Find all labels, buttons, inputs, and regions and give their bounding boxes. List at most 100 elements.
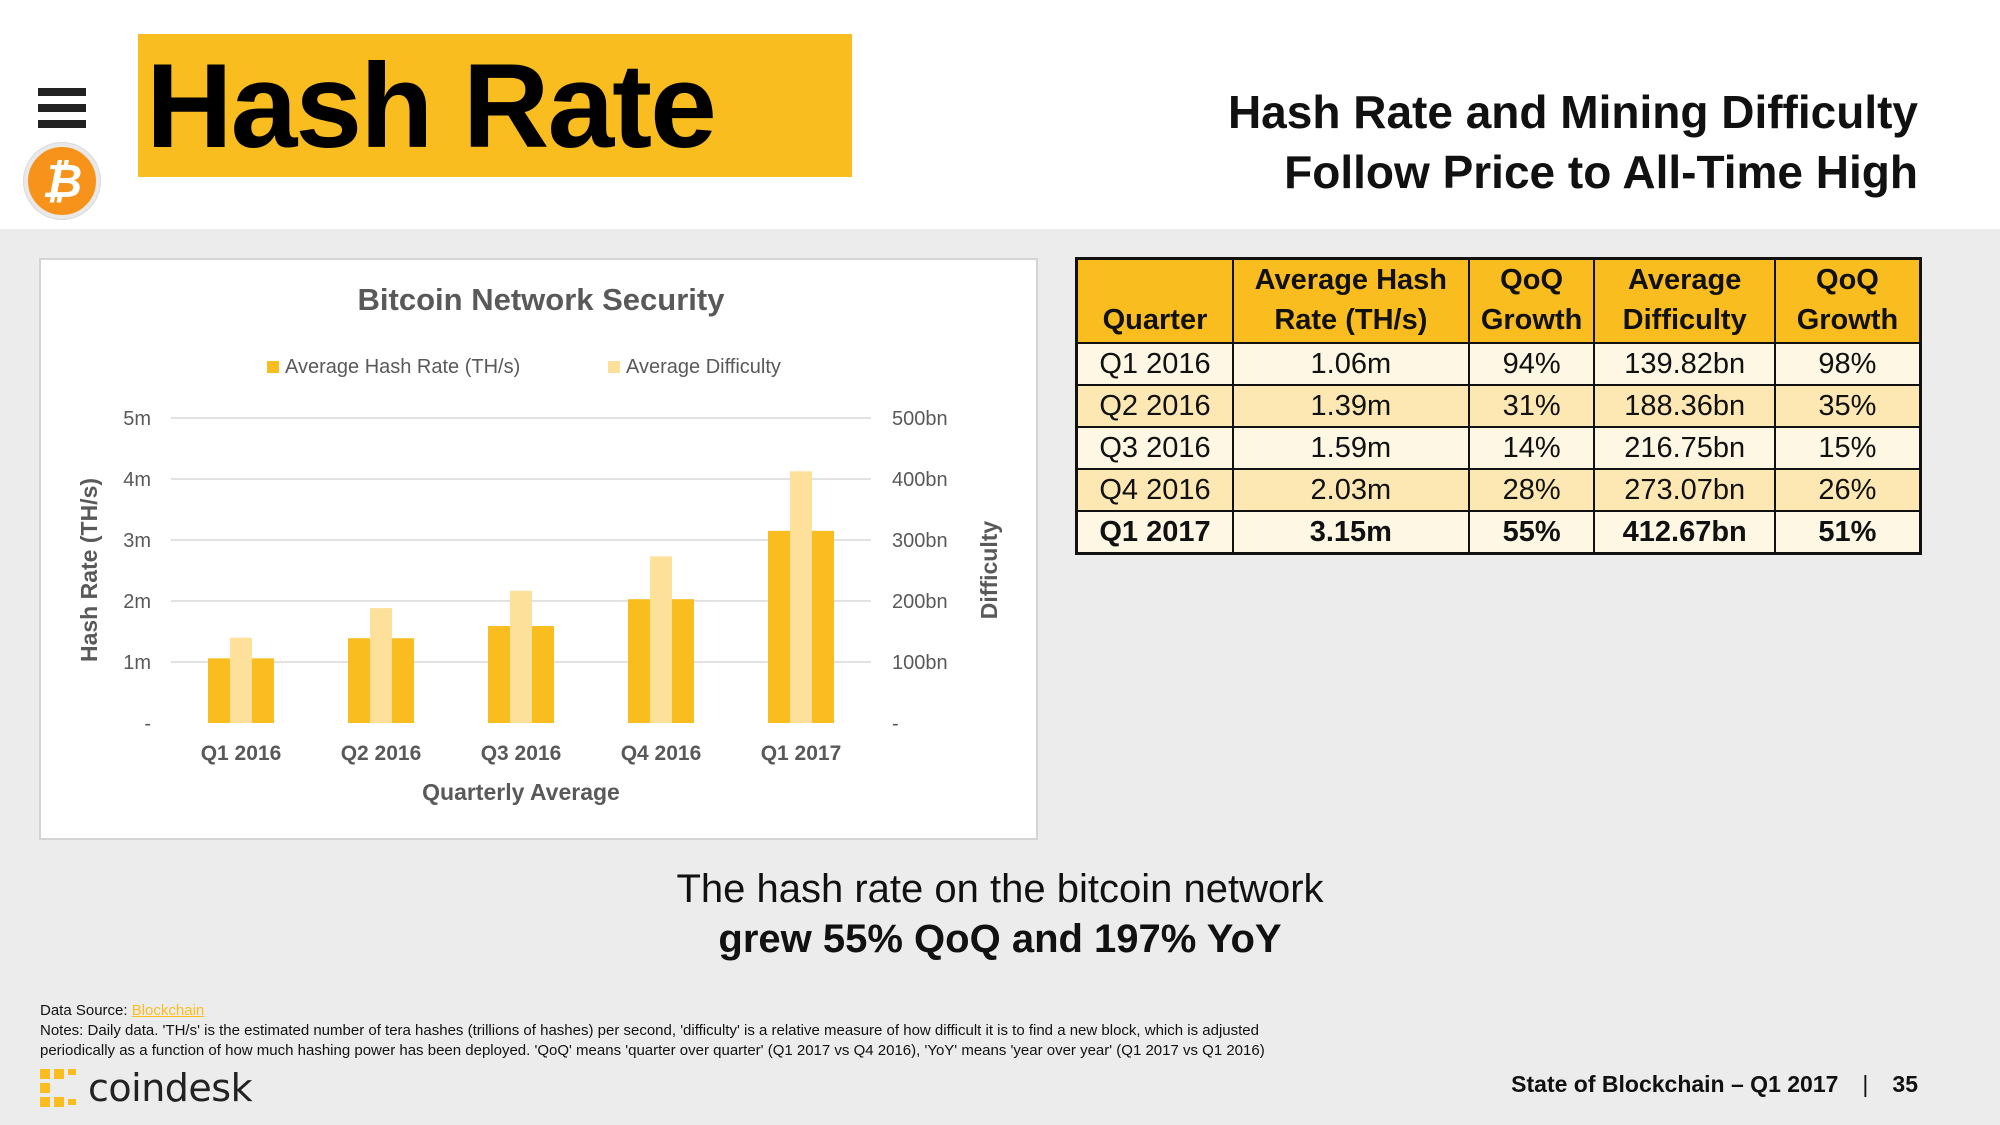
footer-right: State of Blockchain – Q1 2017 | 35 [1511, 1071, 1918, 1098]
cell-difficulty-growth: 51% [1773, 510, 1922, 554]
bar-hash-rate [532, 626, 554, 723]
cell-hash-growth: 14% [1467, 426, 1596, 470]
page-number: 35 [1892, 1071, 1918, 1097]
table-header-difficulty-growth: QoQ Growth [1773, 257, 1922, 344]
chart-panel: Bitcoin Network Security Average Hash Rat… [39, 258, 1038, 840]
cell-hash-growth: 28% [1467, 468, 1596, 512]
cell-quarter: Q1 2017 [1075, 510, 1234, 554]
page-title-box: Hash Rate [138, 34, 852, 177]
legend-swatch-hash-rate [267, 361, 279, 373]
y2-tick-label: - [892, 713, 899, 735]
bar-hash-rate [488, 626, 510, 723]
cell-difficulty-growth: 26% [1773, 468, 1922, 512]
subtitle-line-1: Hash Rate and Mining Difficulty [1227, 86, 1918, 138]
bar-hash-rate [208, 658, 230, 723]
y-tick-label: 2m [123, 591, 151, 613]
cell-difficulty-growth: 35% [1773, 384, 1922, 428]
cell-quarter: Q1 2016 [1075, 342, 1234, 386]
bar-hash-rate [348, 638, 370, 723]
x-tick-label: Q4 2016 [621, 742, 702, 765]
bitcoin-network-security-chart: Bitcoin Network Security Average Hash Rat… [76, 282, 1002, 805]
hamburger-menu-icon[interactable] [38, 88, 86, 128]
footnotes: Data Source: Blockchain Notes: Daily dat… [40, 1001, 1440, 1061]
cell-difficulty-growth: 15% [1773, 426, 1922, 470]
cell-hash-rate: 2.03m [1231, 468, 1470, 512]
bar-hash-rate [768, 530, 790, 723]
subtitle-line-2: Follow Price to All-Time High [1284, 146, 1918, 198]
x-tick-label: Q1 2016 [201, 742, 282, 765]
header: ₿ Hash Rate Hash Rate and Mining Difficu… [0, 0, 2000, 229]
cell-difficulty: 273.07bn [1593, 468, 1776, 512]
bar-hash-rate [392, 638, 414, 723]
legend-swatch-difficulty [608, 361, 620, 373]
cell-difficulty: 412.67bn [1593, 510, 1776, 554]
data-source: Data Source: Blockchain [40, 1001, 1440, 1021]
table-header-quarter: Quarter [1075, 257, 1234, 344]
y-axis-title: Hash Rate (TH/s) [76, 478, 102, 662]
bar-difficulty [650, 556, 672, 723]
takeaway-line-2: grew 55% QoQ and 197% YoY [718, 917, 1282, 961]
coindesk-logo-icon [40, 1069, 78, 1107]
bar-hash-rate [812, 530, 834, 723]
x-tick-label: Q3 2016 [481, 742, 562, 765]
y2-tick-label: 300bn [892, 530, 948, 552]
y-tick-label: 3m [123, 530, 151, 552]
y-tick-label: 5m [123, 408, 151, 430]
cell-hash-growth: 31% [1467, 384, 1596, 428]
table-row-highlight: Q1 2017 3.15m 55% 412.67bn 51% [1075, 510, 1922, 554]
notes-line-2: periodically as a function of how much h… [40, 1042, 1265, 1059]
x-tick-label: Q1 2017 [761, 742, 842, 765]
takeaway-line-1: The hash rate on the bitcoin network [676, 867, 1324, 911]
key-takeaway: The hash rate on the bitcoin network gre… [0, 864, 2000, 964]
cell-difficulty: 216.75bn [1593, 426, 1776, 470]
y2-axis-title: Difficulty [976, 521, 1002, 620]
cell-difficulty: 139.82bn [1593, 342, 1776, 386]
cell-hash-growth: 94% [1467, 342, 1596, 386]
cell-quarter: Q2 2016 [1075, 384, 1234, 428]
cell-hash-rate: 1.39m [1231, 384, 1470, 428]
bar-difficulty [230, 637, 252, 723]
data-source-label: Data Source: [40, 1002, 132, 1019]
table-header-difficulty: Average Difficulty [1593, 257, 1776, 344]
page-subtitle: Hash Rate and Mining Difficulty Follow P… [1228, 82, 1918, 202]
cell-hash-rate: 3.15m [1231, 510, 1470, 554]
hash-rate-table: Quarter Average Hash Rate (TH/s) QoQ Growt… [1075, 257, 1922, 555]
table-header-hash-rate: Average Hash Rate (TH/s) [1231, 257, 1470, 344]
data-source-link[interactable]: Blockchain [131, 1002, 205, 1019]
footer-separator: | [1862, 1071, 1869, 1097]
table-row: Q2 2016 1.39m 31% 188.36bn 35% [1075, 384, 1922, 428]
cell-hash-rate: 1.06m [1231, 342, 1470, 386]
y-tick-label: 4m [123, 469, 151, 491]
cell-hash-rate: 1.59m [1231, 426, 1470, 470]
x-axis-title: Quarterly Average [422, 779, 620, 805]
y2-tick-label: 400bn [892, 469, 948, 491]
bar-difficulty [790, 471, 812, 723]
table-row: Q3 2016 1.59m 14% 216.75bn 15% [1075, 426, 1922, 470]
cell-difficulty: 188.36bn [1593, 384, 1776, 428]
bar-hash-rate [252, 658, 274, 723]
y-tick-label: - [144, 713, 151, 735]
table-header-hash-growth: QoQ Growth [1467, 257, 1596, 344]
x-tick-label: Q2 2016 [341, 742, 422, 765]
cell-quarter: Q4 2016 [1075, 468, 1234, 512]
bar-hash-rate [672, 599, 694, 723]
y2-tick-label: 100bn [892, 652, 948, 674]
y2-tick-label: 500bn [892, 408, 948, 430]
bar-difficulty [370, 608, 392, 723]
cell-hash-growth: 55% [1467, 510, 1596, 554]
table-row: Q1 2016 1.06m 94% 139.82bn 98% [1075, 342, 1922, 386]
y-tick-label: 1m [123, 652, 151, 674]
report-name: State of Blockchain – Q1 2017 [1511, 1071, 1839, 1097]
coindesk-logo-text: coindesk [88, 1066, 253, 1110]
page-title: Hash Rate [146, 39, 717, 173]
coindesk-logo[interactable]: coindesk [40, 1066, 253, 1110]
notes-line-1: Notes: Daily data. 'TH/s' is the estimat… [40, 1022, 1259, 1039]
legend-label-hash-rate: Average Hash Rate (TH/s) [285, 356, 520, 378]
hash-rate-table-wrap: Quarter Average Hash Rate (TH/s) QoQ Growt… [1075, 257, 1922, 555]
bar-difficulty [510, 590, 532, 723]
bar-hash-rate [628, 599, 650, 723]
bitcoin-icon: ₿ [24, 143, 100, 219]
y2-tick-label: 200bn [892, 591, 948, 613]
cell-quarter: Q3 2016 [1075, 426, 1234, 470]
table-header-row: Quarter Average Hash Rate (TH/s) QoQ Growt… [1075, 257, 1922, 344]
